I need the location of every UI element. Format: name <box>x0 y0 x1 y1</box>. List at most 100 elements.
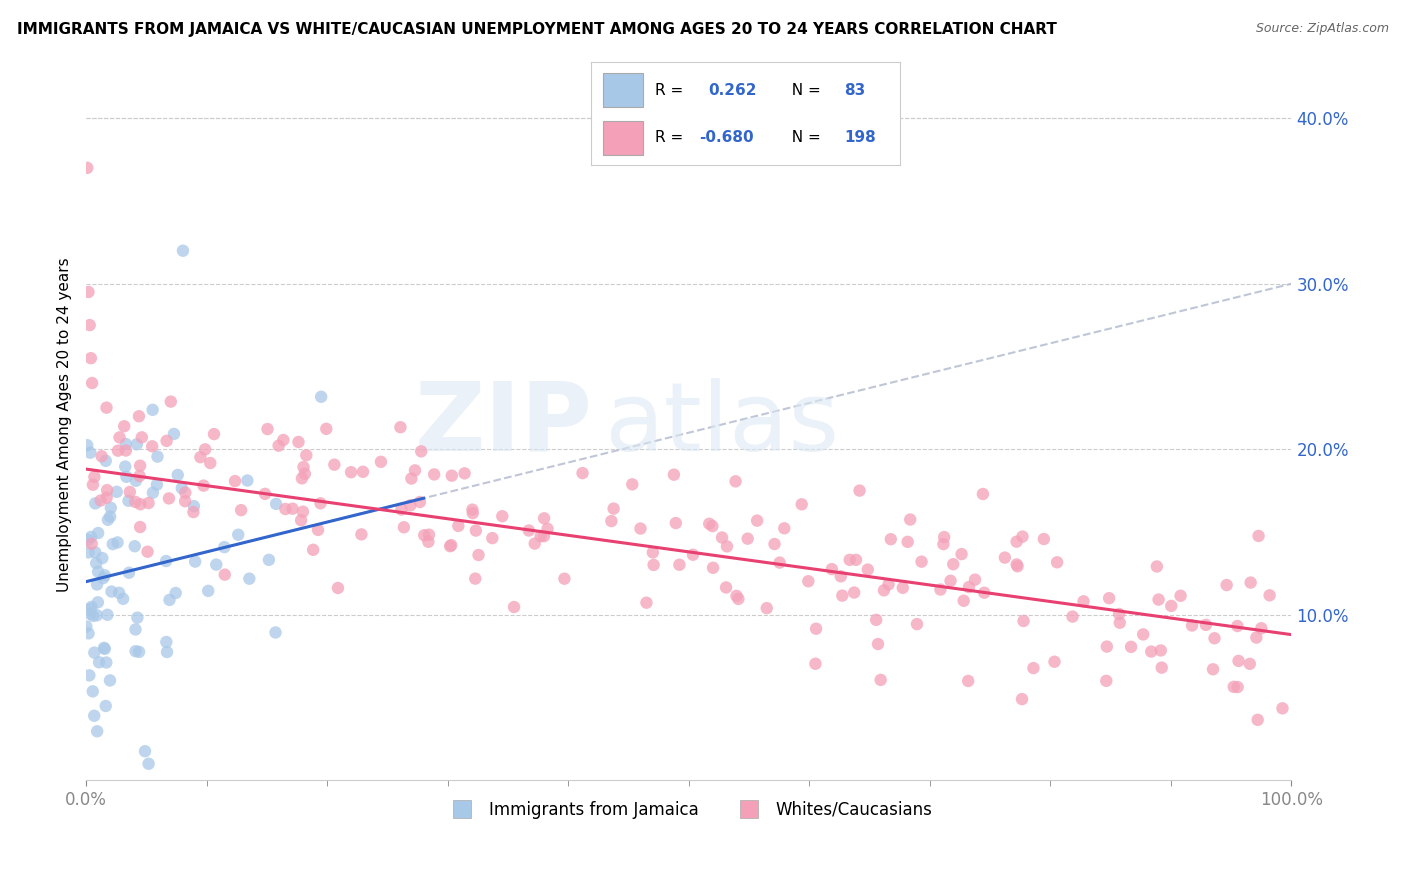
Point <box>156 645 179 659</box>
Point <box>214 540 236 554</box>
Point <box>105 484 128 499</box>
Point <box>1022 661 1045 675</box>
Point <box>83 708 105 723</box>
Point <box>76 161 98 175</box>
Point <box>197 583 219 598</box>
Point <box>82 477 104 491</box>
Point <box>952 593 974 607</box>
Point <box>174 494 197 508</box>
Point <box>295 448 318 462</box>
Point <box>79 318 101 332</box>
Point <box>128 645 150 659</box>
Point <box>1098 591 1121 606</box>
Point <box>630 522 652 536</box>
Point <box>281 501 304 516</box>
Point <box>108 586 131 600</box>
Point <box>100 500 122 515</box>
Point <box>238 572 260 586</box>
Point <box>96 656 118 670</box>
Point <box>214 567 236 582</box>
Point <box>1258 588 1281 602</box>
Point <box>411 444 433 458</box>
Text: atlas: atlas <box>605 378 839 471</box>
Point <box>755 601 778 615</box>
Point <box>77 626 100 640</box>
Point <box>352 465 374 479</box>
Point <box>716 540 738 554</box>
Point <box>745 514 768 528</box>
Point <box>309 496 332 510</box>
Point <box>136 545 159 559</box>
Point <box>1226 619 1249 633</box>
Point <box>891 581 914 595</box>
Point <box>838 553 860 567</box>
Point <box>98 509 121 524</box>
Point <box>193 478 215 492</box>
Point <box>202 427 225 442</box>
Point <box>340 465 363 479</box>
Point <box>873 583 896 598</box>
Text: 0.262: 0.262 <box>709 83 756 97</box>
Point <box>77 545 100 559</box>
Point <box>1011 530 1033 544</box>
Text: N =: N = <box>782 83 825 97</box>
Point <box>141 439 163 453</box>
Point <box>1222 680 1244 694</box>
Point <box>929 582 952 597</box>
Point <box>287 435 309 450</box>
Point <box>90 449 112 463</box>
Point <box>503 600 526 615</box>
Point <box>117 493 139 508</box>
Point <box>86 608 108 623</box>
Point <box>636 596 658 610</box>
Point <box>174 485 197 500</box>
Point <box>1132 627 1154 641</box>
Point <box>155 554 177 568</box>
Point <box>905 617 928 632</box>
Point <box>264 625 287 640</box>
Point <box>84 496 107 510</box>
Point <box>194 442 217 457</box>
Point <box>763 537 786 551</box>
Point <box>292 460 315 475</box>
Point <box>159 394 181 409</box>
Point <box>440 468 463 483</box>
Point <box>124 644 146 658</box>
Point <box>714 581 737 595</box>
Point <box>115 443 138 458</box>
Point <box>77 285 100 299</box>
Point <box>87 526 110 541</box>
Point <box>205 558 228 572</box>
Point <box>146 477 169 491</box>
Point <box>1195 618 1218 632</box>
Point <box>491 509 513 524</box>
Point <box>79 668 101 682</box>
Point <box>423 467 446 482</box>
Bar <box>603 121 643 155</box>
Point <box>82 609 104 624</box>
Point <box>129 497 152 511</box>
Point <box>880 532 903 546</box>
Point <box>114 459 136 474</box>
Point <box>939 574 962 588</box>
Point <box>844 585 866 599</box>
Point <box>1170 589 1192 603</box>
Point <box>711 531 734 545</box>
Point <box>1073 594 1095 608</box>
Point <box>1240 575 1263 590</box>
Point <box>84 556 107 570</box>
Point <box>845 553 868 567</box>
Point <box>86 724 108 739</box>
Point <box>848 483 870 498</box>
Point <box>80 537 103 551</box>
Point <box>256 422 278 436</box>
Point <box>963 573 986 587</box>
Point <box>76 438 98 452</box>
Point <box>155 635 177 649</box>
Point <box>1046 555 1069 569</box>
Point <box>79 602 101 616</box>
Point <box>91 571 114 585</box>
Point <box>108 430 131 444</box>
Point <box>737 532 759 546</box>
Point <box>307 523 329 537</box>
